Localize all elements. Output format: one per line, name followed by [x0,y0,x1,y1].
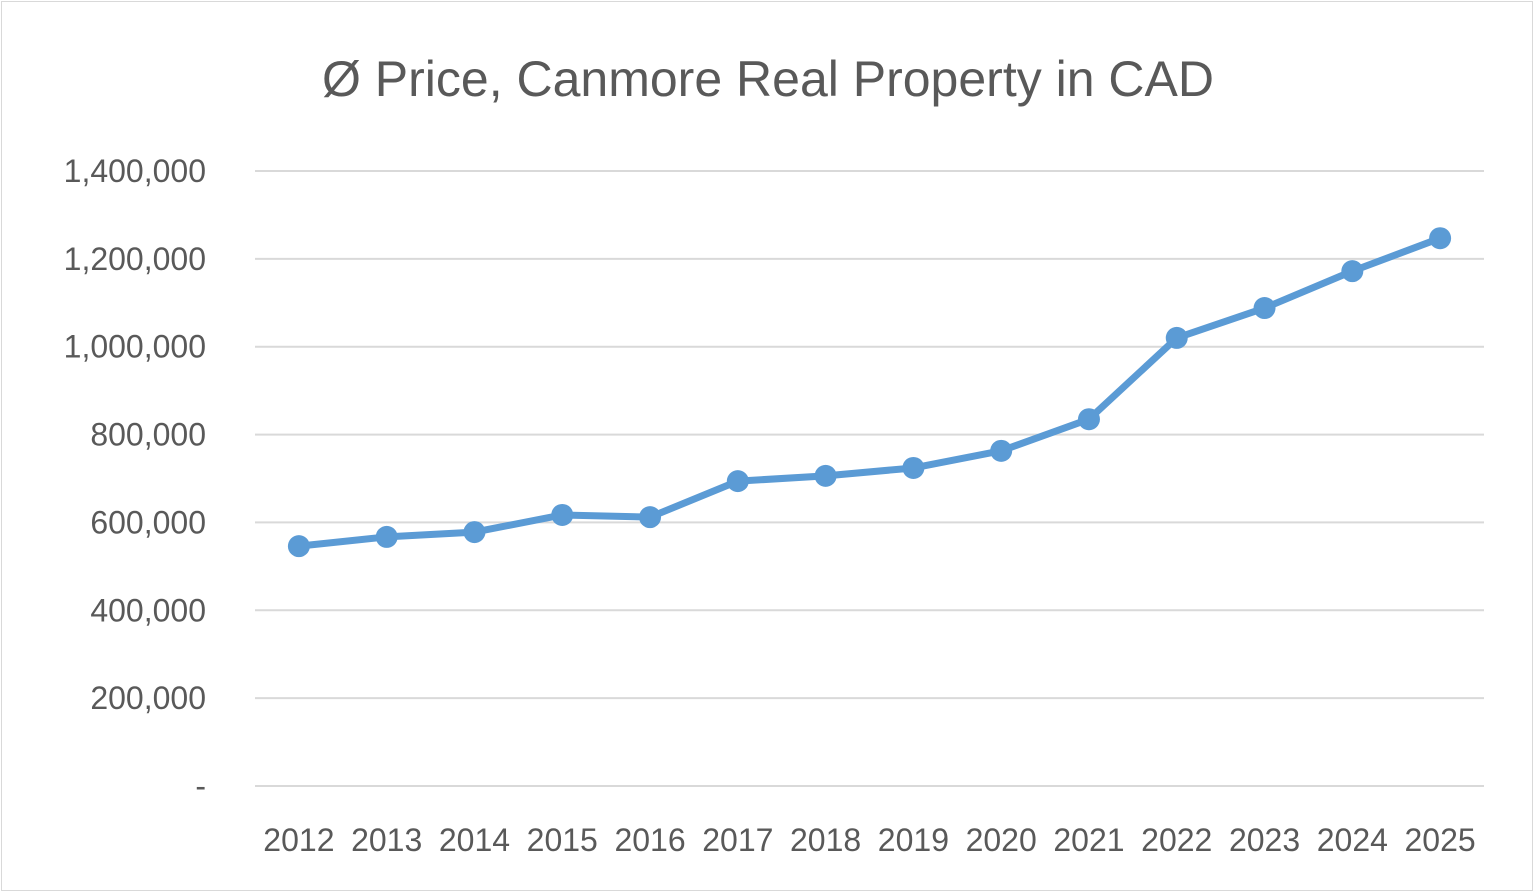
data-point-2023 [1253,297,1276,320]
data-point-2015 [551,503,574,526]
y-tick-label: 200,000 [90,680,206,716]
data-point-2012 [287,535,310,558]
y-tick-label: 1,000,000 [64,329,206,365]
y-tick-label: 800,000 [90,417,206,453]
x-tick-label: 2017 [702,822,773,858]
x-tick-label: 2018 [790,822,861,858]
data-point-2016 [639,506,662,529]
x-tick-label: 2014 [439,822,510,858]
x-tick-label: 2016 [614,822,685,858]
chart-title: Ø Price, Canmore Real Property in CAD [322,51,1214,107]
data-point-2021 [1077,408,1100,431]
data-point-2013 [375,525,398,548]
y-tick-label: 1,400,000 [64,153,206,189]
series-line [298,234,1442,550]
x-tick-label: 2023 [1229,822,1300,858]
y-tick-label: 400,000 [90,592,206,628]
x-tick-label: 2012 [263,822,334,858]
data-point-2020 [990,439,1013,462]
data-point-2018 [814,464,837,487]
x-tick-label: 2021 [1053,822,1124,858]
data-point-2014 [463,521,486,544]
y-tick-label: 600,000 [90,504,206,540]
x-tick-label: 2025 [1405,822,1476,858]
x-tick-label: 2022 [1141,822,1212,858]
x-tick-label: 2024 [1317,822,1388,858]
data-point-2024 [1341,260,1364,283]
data-point-2025 [1429,227,1452,250]
x-tick-label: 2019 [878,822,949,858]
y-tick-label: - [195,768,206,804]
y-tick-label: 1,200,000 [64,241,206,277]
x-tick-label: 2013 [351,822,422,858]
x-tick-label: 2020 [966,822,1037,858]
x-tick-label: 2015 [527,822,598,858]
data-point-2017 [726,470,749,493]
data-point-2022 [1165,326,1188,349]
data-point-2019 [902,456,925,479]
